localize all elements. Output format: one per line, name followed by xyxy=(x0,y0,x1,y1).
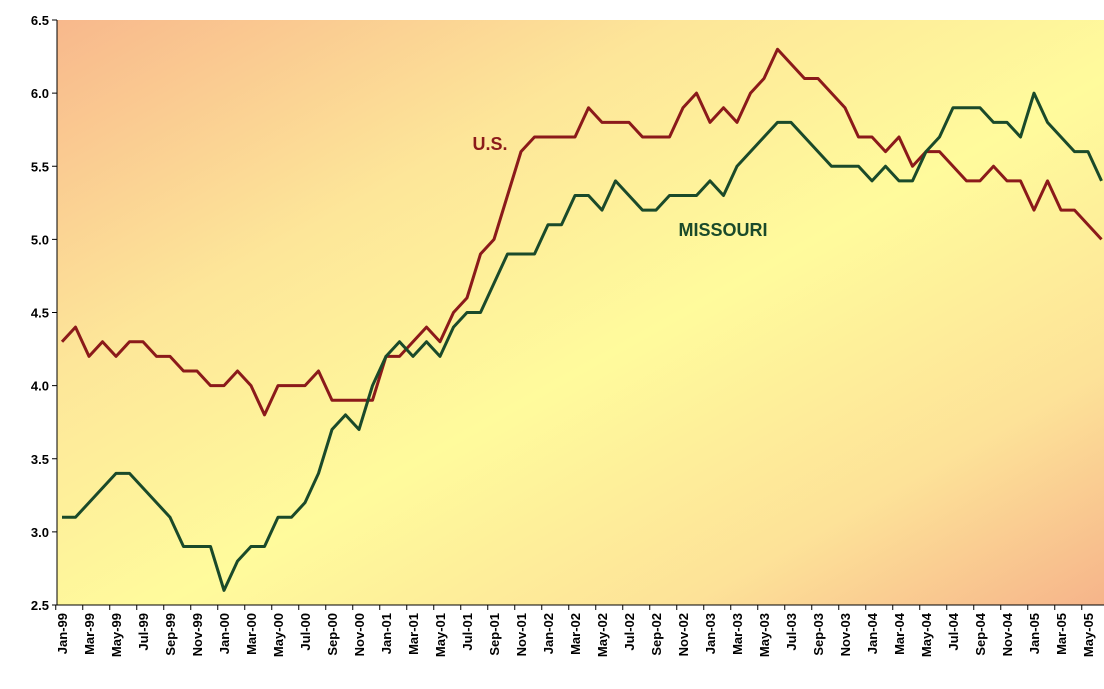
line xyxy=(62,91,1103,592)
x-tick-label: Jul-99 xyxy=(136,613,151,651)
y-tick-label: 3.0 xyxy=(31,525,49,540)
y-tick-label: 4.0 xyxy=(31,379,49,394)
x-tick-label: May-00 xyxy=(271,613,286,657)
x-tick-label: Jan-05 xyxy=(1027,613,1042,654)
x-tick-label: May-01 xyxy=(433,613,448,657)
y-tick-label: 2.5 xyxy=(31,598,49,613)
x-tick-label: Jul-04 xyxy=(946,612,961,650)
x-tick-label: Mar-99 xyxy=(82,613,97,655)
x-tick-label: Mar-04 xyxy=(892,612,907,655)
x-tick-label: Mar-02 xyxy=(568,613,583,655)
x-tick-label: Jan-03 xyxy=(703,613,718,654)
x-tick-label: May-02 xyxy=(595,613,610,657)
x-tick-label: Sep-03 xyxy=(811,613,826,656)
series-label: U.S. xyxy=(472,134,507,154)
x-tick-label: Jul-00 xyxy=(298,613,313,651)
y-tick-label: 5.5 xyxy=(31,159,49,174)
x-tick-label: Mar-05 xyxy=(1054,613,1069,655)
plot-area xyxy=(57,20,1104,605)
x-tick-label: Jul-02 xyxy=(622,613,637,651)
y-tick-label: 5.0 xyxy=(31,232,49,247)
x-tick-label: Mar-01 xyxy=(406,613,421,655)
x-tick-label: Sep-99 xyxy=(163,613,178,656)
x-tick-label: Jul-03 xyxy=(784,613,799,651)
x-tick-label: Sep-04 xyxy=(973,612,988,655)
x-tick-label: Sep-01 xyxy=(487,613,502,656)
x-tick-label: Nov-99 xyxy=(190,613,205,656)
x-tick-label: May-04 xyxy=(919,612,934,657)
x-tick-label: Jan-02 xyxy=(541,613,556,654)
y-tick-label: 3.5 xyxy=(31,452,49,467)
x-tick-label: May-99 xyxy=(109,613,124,657)
x-tick-label: Jan-04 xyxy=(865,612,880,654)
x-tick-label: Jan-00 xyxy=(217,613,232,654)
x-tick-label: Sep-00 xyxy=(325,613,340,656)
line xyxy=(60,47,1103,417)
x-tick-label: Nov-03 xyxy=(838,613,853,656)
series-label: MISSOURI xyxy=(678,220,767,240)
x-tick-label: Mar-03 xyxy=(730,613,745,655)
x-tick-label: Nov-00 xyxy=(352,613,367,656)
x-tick-label: Nov-02 xyxy=(676,613,691,656)
x-tick-label: May-03 xyxy=(757,613,772,657)
y-tick-label: 4.5 xyxy=(31,306,49,321)
x-tick-label: Nov-04 xyxy=(1000,612,1015,656)
y-tick-label: 6.5 xyxy=(31,13,49,28)
x-tick-label: Jul-01 xyxy=(460,613,475,651)
x-tick-label: Mar-00 xyxy=(244,613,259,655)
x-tick-label: Nov-01 xyxy=(514,613,529,656)
x-tick-label: May-05 xyxy=(1081,613,1096,657)
y-tick-label: 6.0 xyxy=(31,86,49,101)
x-tick-label: Jan-99 xyxy=(55,613,70,654)
x-tick-label: Jan-01 xyxy=(379,613,394,654)
x-tick-label: Sep-02 xyxy=(649,613,664,656)
